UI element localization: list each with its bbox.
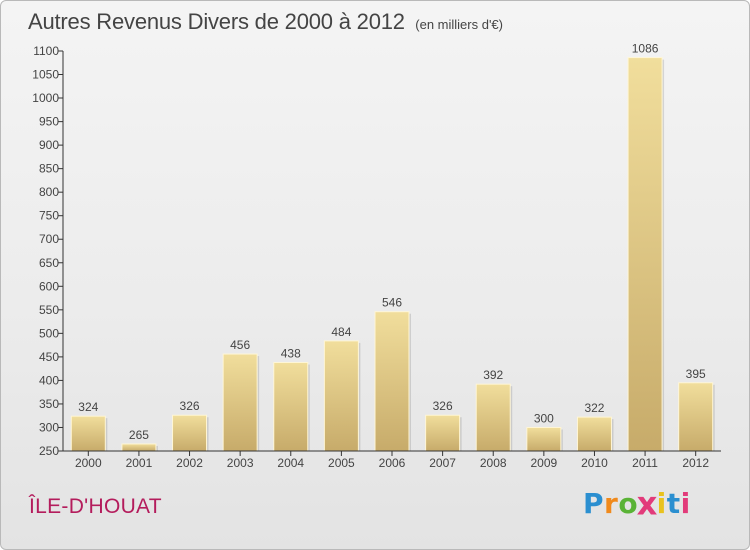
x-tick-label: 2006: [379, 456, 406, 470]
logo-letter: P: [583, 487, 605, 520]
bar-value-label: 546: [382, 296, 402, 310]
bar-value-label: 438: [281, 347, 301, 361]
y-tick-label: 250: [39, 444, 59, 458]
chart-title: Autres Revenus Divers de 2000 à 2012: [28, 9, 405, 34]
logo-letter: i: [656, 487, 667, 520]
y-tick-label: 800: [39, 185, 59, 199]
x-tick-label: 2004: [277, 456, 304, 470]
bar-value-label: 395: [686, 367, 706, 381]
bar-value-label: 322: [584, 401, 604, 415]
bar-value-label: 326: [433, 399, 453, 413]
y-tick-label: 350: [39, 397, 59, 411]
bar-2008: [475, 383, 511, 452]
x-tick-label: 2008: [480, 456, 507, 470]
y-tick-label: 500: [39, 326, 59, 340]
bar-2002: [172, 414, 208, 452]
y-tick-label: 750: [39, 209, 59, 223]
chart-subtitle: (en milliers d'€): [415, 17, 503, 32]
title-row: Autres Revenus Divers de 2000 à 2012 (en…: [28, 9, 503, 35]
bar-2009: [526, 426, 562, 452]
y-tick-label: 550: [39, 303, 59, 317]
commune-name: ÎLE-D'HOUAT: [29, 495, 162, 518]
x-tick-label: 2010: [581, 456, 608, 470]
bar-2004: [273, 362, 309, 452]
bar-2003: [222, 353, 258, 452]
y-tick-label: 900: [39, 138, 59, 152]
logo-letter: t: [666, 487, 681, 520]
bar-value-label: 392: [483, 368, 503, 382]
x-tick-label: 2001: [126, 456, 153, 470]
y-tick-label: 700: [39, 232, 59, 246]
bar-2010: [576, 416, 612, 452]
bar-value-label: 300: [534, 411, 554, 425]
y-tick-label: 650: [39, 256, 59, 270]
x-tick-label: 2002: [176, 456, 203, 470]
logo-letter: o: [618, 487, 639, 520]
bar-2000: [70, 415, 106, 452]
y-tick-label: 450: [39, 350, 59, 364]
x-tick-label: 2000: [75, 456, 102, 470]
bar-2012: [678, 382, 714, 452]
bar-2007: [425, 414, 461, 452]
y-tick-label: 1100: [33, 44, 59, 58]
x-tick-label: 2003: [227, 456, 254, 470]
bar-value-label: 484: [331, 325, 351, 339]
bar-2011: [627, 57, 663, 452]
bar-value-label: 1086: [632, 42, 659, 56]
y-tick-label: 950: [39, 115, 59, 129]
bar-value-label: 265: [129, 428, 149, 442]
logo-letter: x: [636, 484, 659, 523]
bars: 324 265 326 456 438 484 546 326 392 300 322 1086 395: [70, 42, 715, 452]
logo-letter: r: [604, 487, 619, 520]
y-axis: 250 300 350 400 450 500 550 600 650 700 750 800 850 9…: [32, 44, 64, 458]
y-tick-label: 1050: [32, 68, 59, 82]
x-tick-label: 2009: [530, 456, 557, 470]
y-tick-label: 1000: [32, 91, 59, 105]
bar-value-label: 326: [180, 399, 200, 413]
y-tick-label: 400: [39, 373, 59, 387]
bar-value-label: 324: [78, 400, 98, 414]
proxiti-logo: Proxiti: [583, 484, 691, 523]
bar-2005: [323, 340, 359, 452]
y-tick-label: 300: [39, 420, 59, 434]
x-axis: 2000 2001 2002 2003 2004 2005 2006 2007 2008 2009…: [63, 450, 721, 470]
bar-2006: [374, 311, 410, 452]
x-tick-label: 2011: [632, 456, 658, 470]
x-tick-label: 2005: [328, 456, 355, 470]
y-tick-label: 850: [39, 162, 59, 176]
x-tick-label: 2007: [429, 456, 456, 470]
y-tick-label: 600: [39, 279, 59, 293]
x-tick-label: 2012: [682, 456, 709, 470]
logo-letter: i: [680, 487, 691, 520]
bar-value-label: 456: [230, 338, 250, 352]
bar-2001: [121, 443, 157, 452]
